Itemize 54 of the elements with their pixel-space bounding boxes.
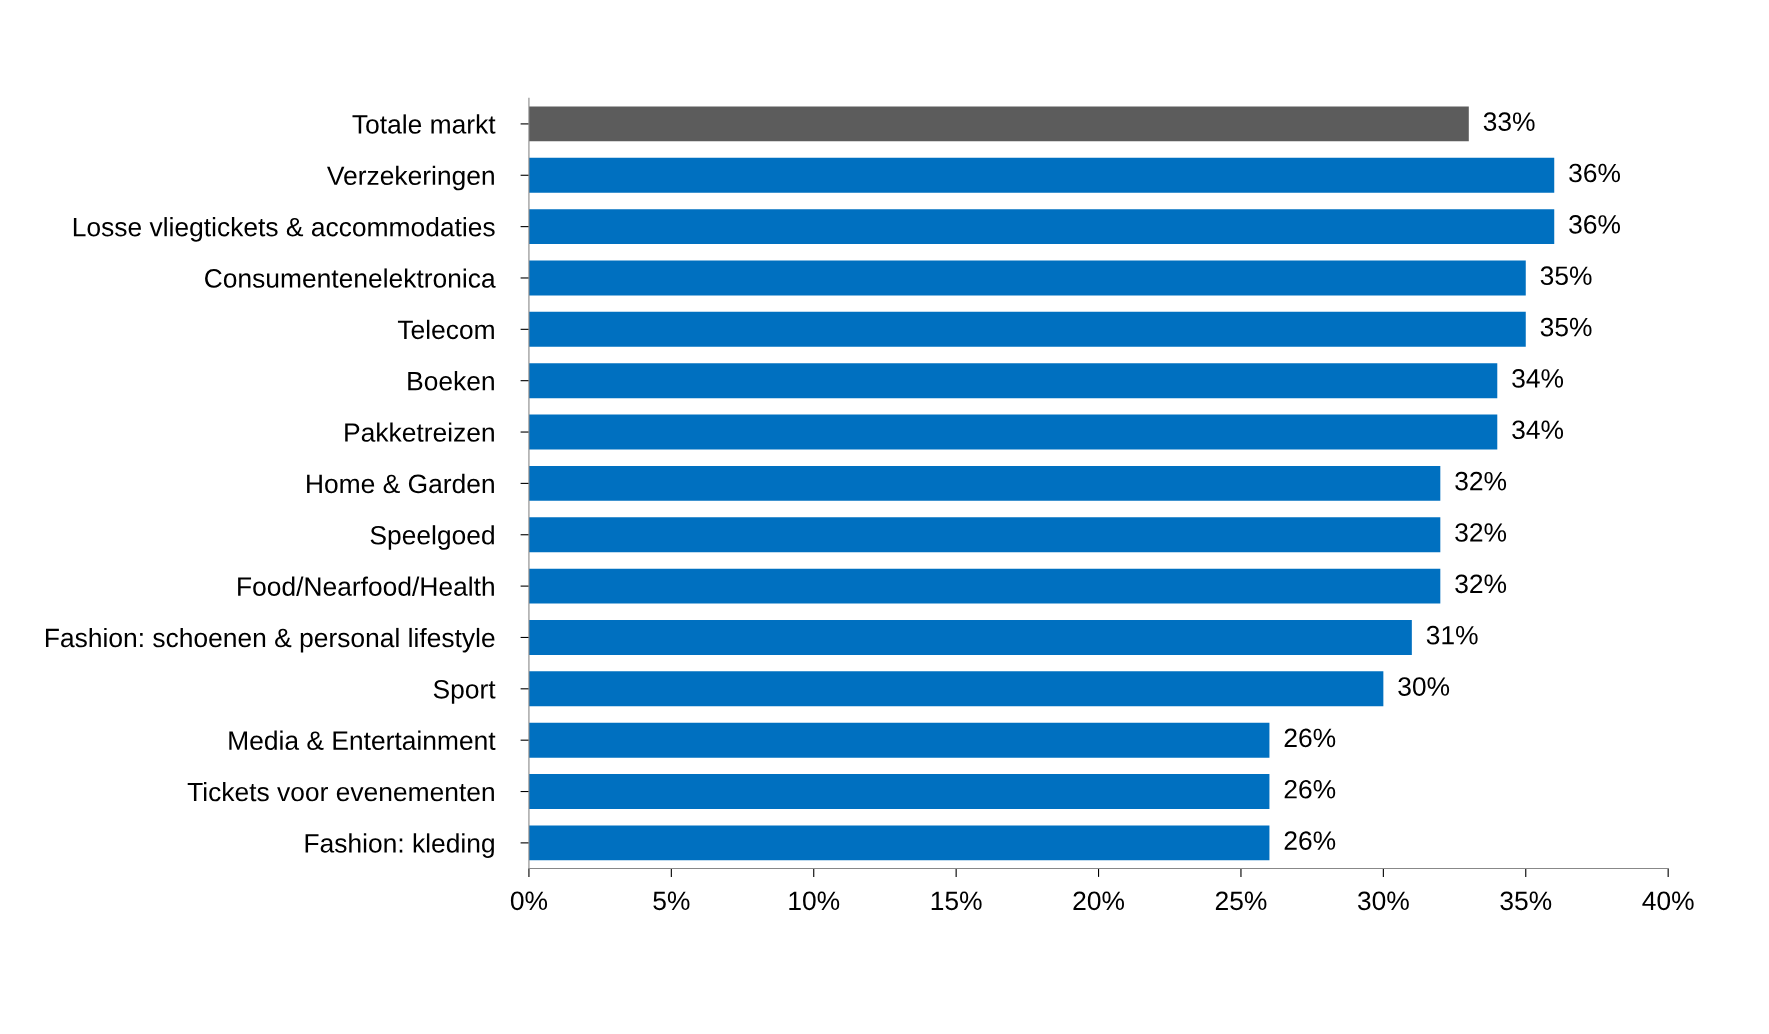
bar bbox=[528, 774, 1270, 809]
y-tick-label: Consumentenelektronica bbox=[205, 268, 496, 288]
data-label: 35% bbox=[1540, 317, 1592, 337]
bar bbox=[528, 209, 1555, 245]
bar bbox=[528, 363, 1498, 399]
y-tick-label: Food/Nearfood/Health bbox=[238, 576, 494, 596]
bar bbox=[528, 517, 1441, 553]
bar bbox=[528, 620, 1412, 655]
y-tick-label: Boeken bbox=[408, 371, 494, 391]
x-tick-label: 40% bbox=[1642, 891, 1694, 911]
bar bbox=[528, 568, 1441, 604]
data-label: 36% bbox=[1569, 163, 1621, 183]
bar bbox=[528, 157, 1555, 193]
data-label: 30% bbox=[1398, 677, 1450, 696]
data-label: 34% bbox=[1512, 420, 1564, 440]
bar bbox=[528, 722, 1270, 758]
y-tick-label: Verzekeringen bbox=[327, 165, 494, 191]
x-tick-label: 25% bbox=[1215, 891, 1267, 911]
bar bbox=[528, 260, 1526, 296]
bar bbox=[528, 465, 1441, 501]
y-tick-label: Speelgoed bbox=[370, 525, 494, 550]
bar bbox=[528, 825, 1270, 861]
data-label: 31% bbox=[1426, 625, 1478, 645]
data-label: 32% bbox=[1455, 523, 1507, 542]
data-label: 33% bbox=[1483, 112, 1535, 131]
bar bbox=[528, 106, 1469, 142]
x-tick-label: 30% bbox=[1357, 891, 1409, 911]
x-tick-label: 15% bbox=[931, 891, 982, 911]
x-tick-label: 35% bbox=[1500, 891, 1552, 911]
data-label: 32% bbox=[1455, 574, 1507, 594]
x-tick-label: 0% bbox=[510, 891, 548, 911]
y-tick-label: Media & Entertainment bbox=[229, 730, 496, 750]
y-tick-label: Fashion: schoenen & personal lifestyle bbox=[45, 627, 495, 653]
y-tick-label: Sport bbox=[433, 679, 496, 704]
data-label: 36% bbox=[1569, 215, 1621, 234]
x-tick-label: 5% bbox=[653, 891, 690, 911]
y-tick-label: Pakketreizen bbox=[345, 422, 494, 442]
bar bbox=[528, 671, 1384, 707]
data-label: 26% bbox=[1284, 728, 1336, 748]
data-label: 26% bbox=[1284, 831, 1336, 850]
data-label: 26% bbox=[1284, 779, 1336, 799]
data-label: 34% bbox=[1512, 369, 1564, 388]
y-tick-label: Losse vliegtickets & accommodaties bbox=[73, 217, 495, 242]
data-label: 35% bbox=[1540, 266, 1592, 286]
x-tick-label: 20% bbox=[1073, 891, 1125, 911]
bar bbox=[528, 311, 1526, 347]
y-tick-label: Telecom bbox=[397, 319, 494, 340]
data-label: 32% bbox=[1455, 471, 1507, 491]
y-tick-label: Home & Garden bbox=[307, 473, 494, 494]
y-tick-label: Fashion: kleding bbox=[305, 833, 494, 858]
y-tick-label: Tickets voor evenementen bbox=[187, 781, 494, 802]
y-tick-label: Totale markt bbox=[352, 114, 496, 134]
x-tick-label: 10% bbox=[789, 891, 840, 911]
bar bbox=[528, 414, 1498, 450]
